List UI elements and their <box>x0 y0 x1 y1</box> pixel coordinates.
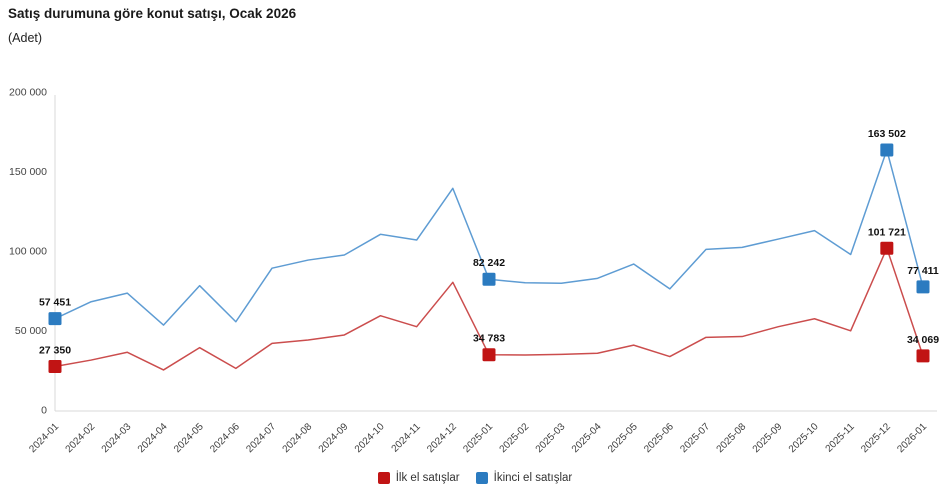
x-axis-tick-label: 2024-08 <box>281 421 315 455</box>
data-point-marker-ilk-el-satislar[interactable] <box>916 349 930 363</box>
data-point-label-ilk-el-satislar: 34 783 <box>473 333 505 345</box>
x-axis-tick-label: 2024-06 <box>208 421 242 455</box>
x-axis-tick-label: 2025-08 <box>715 421 749 455</box>
data-point-marker-ilk-el-satislar[interactable] <box>48 360 62 374</box>
x-axis-tick-label: 2024-05 <box>172 421 206 455</box>
data-point-label-ikinci-el-satislar: 163 502 <box>868 128 906 140</box>
data-point-label-ilk-el-satislar: 101 721 <box>868 226 906 238</box>
x-axis-tick-label: 2025-01 <box>461 421 495 455</box>
y-axis-tick-label: 150 000 <box>9 166 47 178</box>
x-axis-tick-label: 2024-04 <box>136 421 170 455</box>
chart-legend: İlk el satışlar İkinci el satışlar <box>0 472 950 484</box>
y-axis-tick-label: 100 000 <box>9 246 47 258</box>
x-axis-tick-label: 2025-07 <box>678 421 712 455</box>
x-axis-tick-label: 2025-05 <box>606 421 640 455</box>
x-axis-tick-label: 2024-12 <box>425 421 459 455</box>
data-point-marker-ikinci-el-satislar[interactable] <box>880 143 894 157</box>
data-point-marker-ikinci-el-satislar[interactable] <box>916 280 930 294</box>
y-axis-tick-label: 200 000 <box>9 87 47 99</box>
chart-subtitle-unit: (Adet) <box>8 31 43 45</box>
legend-item-ikinci-el-satislar[interactable]: İkinci el satışlar <box>475 472 573 484</box>
data-point-label-ilk-el-satislar: 27 350 <box>39 345 71 357</box>
x-axis-tick-label: 2024-10 <box>353 421 387 455</box>
legend-item-ilk-el-satislar[interactable]: İlk el satışlar <box>377 472 460 484</box>
data-point-label-ikinci-el-satislar: 57 451 <box>39 297 71 309</box>
series-line-ikinci-el-satislar <box>54 149 924 326</box>
x-axis-tick-label: 2024-07 <box>244 421 278 455</box>
x-axis-tick-label: 2025-11 <box>824 421 858 455</box>
y-axis-tick-label: 50 000 <box>15 325 47 337</box>
legend-label-ilk-el: İlk el satışlar <box>395 472 460 484</box>
data-point-marker-ilk-el-satislar[interactable] <box>482 348 496 362</box>
x-axis-tick-label: 2025-04 <box>570 421 604 455</box>
x-axis-tick-label: 2024-01 <box>27 421 61 455</box>
y-axis-tick-label: 0 <box>41 405 47 417</box>
data-point-marker-ikinci-el-satislar[interactable] <box>482 272 496 286</box>
x-axis-tick-label: 2024-03 <box>100 421 134 455</box>
x-axis-tick-label: 2025-06 <box>642 421 676 455</box>
data-point-marker-ikinci-el-satislar[interactable] <box>48 312 62 326</box>
x-axis-tick-label: 2025-09 <box>751 421 785 455</box>
x-axis-tick-label: 2025-10 <box>787 421 821 455</box>
x-axis-tick-label: 2024-09 <box>317 421 351 455</box>
data-point-label-ikinci-el-satislar: 77 411 <box>907 265 939 277</box>
x-axis-tick-label: 2026-01 <box>895 421 929 455</box>
x-axis-tick-label: 2024-11 <box>390 421 424 455</box>
data-point-label-ilk-el-satislar: 34 069 <box>907 334 939 346</box>
data-point-label-ikinci-el-satislar: 82 242 <box>473 257 505 269</box>
x-axis-tick-label: 2025-12 <box>859 421 893 455</box>
legend-swatch-blue-icon <box>475 472 488 484</box>
x-axis-tick-label: 2025-02 <box>498 421 532 455</box>
data-point-marker-ilk-el-satislar[interactable] <box>880 241 894 255</box>
legend-label-ikinci-el: İkinci el satışlar <box>493 472 573 484</box>
x-axis-tick-label: 2024-02 <box>64 421 98 455</box>
x-axis-tick-label: 2025-03 <box>534 421 568 455</box>
chart-title: Satış durumuna göre konut satışı, Ocak 2… <box>8 6 297 21</box>
legend-swatch-red-icon <box>377 472 390 484</box>
